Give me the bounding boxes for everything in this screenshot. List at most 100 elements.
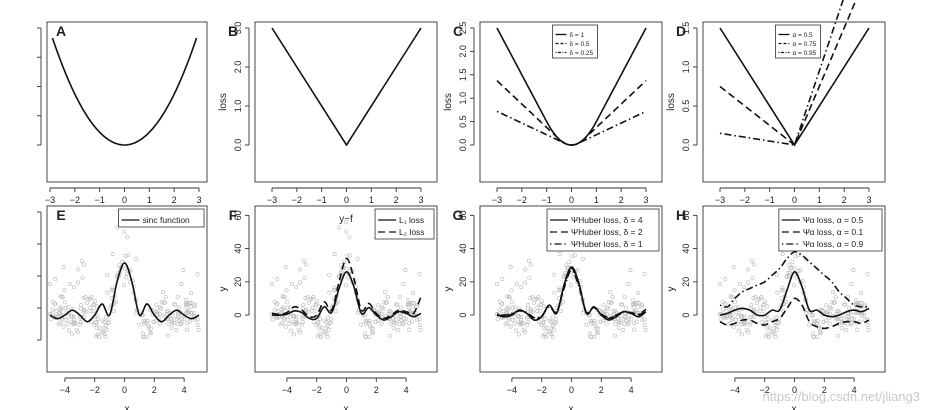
- scatter-point: [580, 256, 585, 261]
- scatter-point: [94, 321, 99, 326]
- scatter-point: [733, 317, 738, 322]
- scatter-point: [189, 311, 194, 316]
- scatter-point: [48, 317, 53, 322]
- scatter-point: [747, 322, 752, 327]
- scatter-point: [158, 305, 163, 310]
- scatter-point: [611, 311, 616, 316]
- scatter-point: [558, 308, 563, 313]
- y-tick-label: 1.5: [458, 69, 468, 82]
- scatter-point: [543, 334, 548, 339]
- x-axis-label: y−f: [339, 214, 353, 225]
- series-line: [271, 27, 422, 147]
- legend: α = 0.5 α = 0.75 α = 0.95: [775, 24, 821, 59]
- scatter-point: [718, 317, 723, 322]
- scatter-point: [793, 254, 798, 259]
- scatter-point: [745, 330, 750, 335]
- scatter-point: [195, 272, 200, 277]
- scatter-point: [148, 329, 153, 334]
- x-tick-label: −2: [90, 385, 100, 395]
- scatter-points: [47, 220, 201, 339]
- x-tick-label: 4: [182, 385, 187, 395]
- scatter-point: [278, 322, 283, 327]
- scatter-point: [67, 328, 72, 333]
- scatter-point: [172, 320, 177, 325]
- scatter-point: [593, 325, 598, 330]
- scatter-point: [406, 298, 411, 303]
- scatter-point: [285, 317, 290, 322]
- scatter-point: [177, 305, 182, 310]
- legend-label: δ = 0.5: [569, 41, 589, 48]
- scatter-point: [408, 310, 413, 315]
- scatter-point: [411, 311, 416, 316]
- scatter-point: [798, 268, 803, 273]
- scatter-point: [109, 287, 114, 292]
- scatter-point: [849, 281, 854, 286]
- scatter-point: [570, 254, 575, 259]
- scatter-point: [407, 327, 412, 332]
- scatter-point: [640, 318, 645, 323]
- scatter-point: [866, 327, 871, 332]
- scatter-point: [86, 297, 91, 302]
- scatter-point: [815, 334, 820, 339]
- scatter-point: [96, 334, 101, 339]
- x-tick-label: 2: [152, 385, 157, 395]
- scatter-point: [316, 320, 321, 325]
- scatter-point: [317, 332, 322, 337]
- panel-f: F −4 −2 0 2 4 x 0 20 40 60 y L₁ loss L₂ loss: [218, 205, 438, 410]
- x-tick-label: 0: [569, 195, 574, 205]
- scatter-point: [97, 325, 102, 330]
- scatter-point: [322, 318, 327, 323]
- scatter-point: [858, 291, 863, 296]
- scatter-point: [717, 281, 722, 286]
- scatter-point: [148, 326, 153, 331]
- scatter-point: [192, 304, 197, 309]
- scatter-point: [611, 309, 616, 314]
- scatter-point: [779, 296, 784, 301]
- scatter-point: [730, 295, 735, 300]
- x-axis-label: x: [569, 404, 574, 410]
- scatter-point: [158, 312, 163, 317]
- scatter-point: [174, 327, 179, 332]
- scatter-point: [784, 274, 789, 279]
- legend-box: [118, 208, 205, 228]
- series-line: [496, 269, 647, 319]
- scatter-point: [775, 321, 780, 326]
- scatter-point: [157, 321, 162, 326]
- scatter-point: [527, 275, 532, 280]
- scatter-point: [608, 290, 613, 295]
- scatter-point: [100, 318, 105, 323]
- scatter-point: [739, 313, 744, 318]
- scatter-point: [397, 294, 402, 299]
- scatter-point: [145, 334, 150, 339]
- scatter-point: [765, 332, 770, 337]
- scatter-point: [146, 323, 151, 328]
- scatter-point: [63, 305, 68, 310]
- x-tick-label: −3: [45, 195, 55, 205]
- scatter-point: [388, 321, 393, 326]
- y-tick-label: 20: [233, 277, 243, 287]
- legend-label: δ = 0.25: [569, 50, 593, 57]
- scatter-point: [831, 290, 836, 295]
- scatter-point: [394, 302, 399, 307]
- scatter-point: [724, 315, 729, 320]
- scatter-point: [69, 313, 74, 318]
- scatter-point: [774, 327, 779, 332]
- scatter-point: [155, 309, 160, 314]
- scatter-point: [120, 259, 125, 264]
- scatter-point: [79, 314, 84, 319]
- scatter-point: [530, 295, 535, 300]
- scatter-point: [849, 321, 854, 326]
- scatter-point: [297, 280, 302, 285]
- scatter-point: [370, 326, 375, 331]
- scatter-point: [821, 319, 826, 324]
- legend-label: Ψα loss, α = 0.9: [803, 239, 864, 249]
- scatter-point: [166, 333, 171, 338]
- scatter-point: [189, 313, 194, 318]
- scatter-point: [344, 229, 349, 234]
- panel-e: E −4 −2 0 2 4 x sinc function: [37, 205, 208, 410]
- y-axis-label: y: [666, 287, 677, 292]
- scatter-point: [141, 318, 146, 323]
- scatter-point: [101, 330, 106, 335]
- scatter-point: [179, 281, 184, 286]
- legend-label: α = 0.75: [792, 41, 816, 48]
